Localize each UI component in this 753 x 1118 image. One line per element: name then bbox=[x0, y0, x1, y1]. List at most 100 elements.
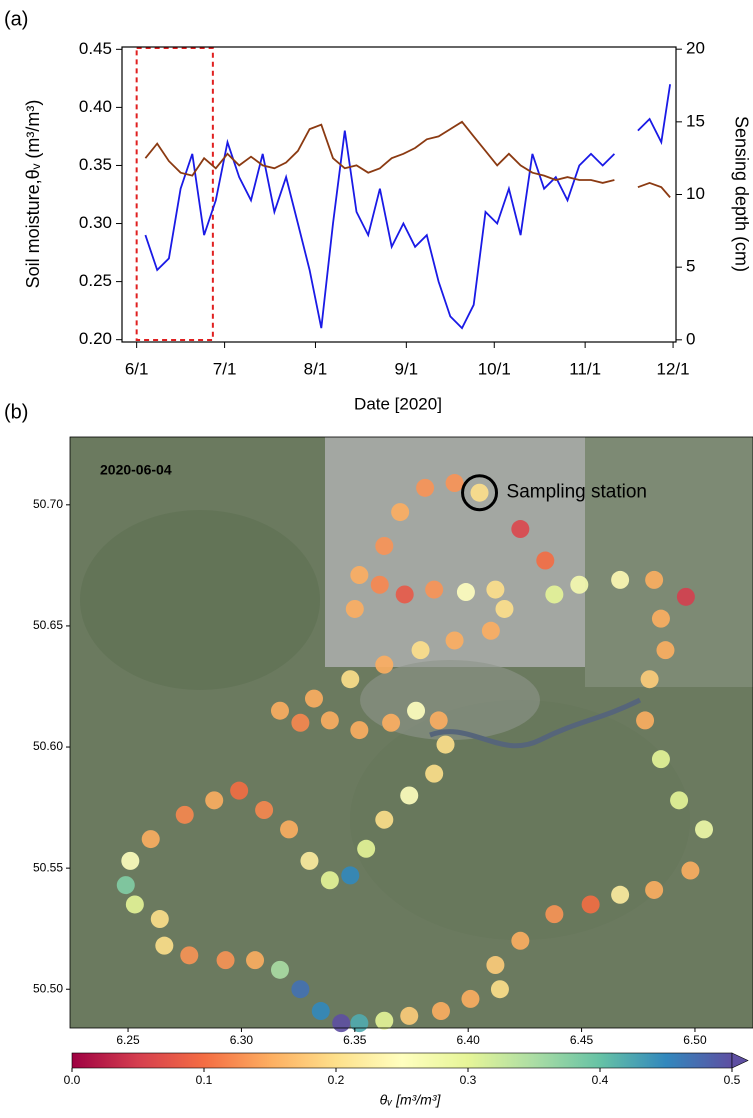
panel-label: (a) bbox=[4, 8, 28, 30]
x-axis-label: Date [2020] bbox=[354, 394, 442, 413]
colorbar-label: θᵥ [m³/m³] bbox=[380, 1092, 442, 1108]
track-point bbox=[396, 585, 414, 603]
track-point bbox=[117, 876, 135, 894]
track-point bbox=[375, 1012, 393, 1030]
track-point bbox=[271, 702, 289, 720]
track-point bbox=[545, 905, 563, 923]
x-tick-label: 6.40 bbox=[457, 1033, 481, 1047]
track-point bbox=[432, 1002, 450, 1020]
track-point bbox=[486, 956, 504, 974]
colorbar-tick-label: 0.5 bbox=[724, 1073, 741, 1087]
y2-tick-label: 10 bbox=[686, 184, 705, 203]
x-tick-label: 6.25 bbox=[116, 1033, 140, 1047]
track-point bbox=[645, 571, 663, 589]
y-tick-label: 0.45 bbox=[79, 39, 112, 58]
track-point bbox=[471, 484, 489, 502]
track-point bbox=[437, 736, 455, 754]
track-point bbox=[391, 503, 409, 521]
track-point bbox=[495, 600, 513, 618]
track-point bbox=[695, 820, 713, 838]
track-point bbox=[371, 576, 389, 594]
track-point bbox=[611, 571, 629, 589]
track-point bbox=[305, 690, 323, 708]
track-point bbox=[400, 786, 418, 804]
x-tick-label: 10/1 bbox=[478, 359, 511, 378]
y-tick-label: 50.55 bbox=[33, 860, 63, 874]
track-point bbox=[142, 830, 160, 848]
track-point bbox=[271, 961, 289, 979]
plot-frame bbox=[122, 47, 676, 342]
track-point bbox=[611, 886, 629, 904]
track-point bbox=[180, 946, 198, 964]
y-tick-label: 0.40 bbox=[79, 97, 112, 116]
track-point bbox=[291, 714, 309, 732]
colorbar-extend bbox=[732, 1053, 748, 1068]
y2-tick-label: 5 bbox=[686, 257, 695, 276]
track-point bbox=[312, 1002, 330, 1020]
y-tick-label: 50.50 bbox=[33, 981, 63, 995]
track-point bbox=[346, 600, 364, 618]
x-tick-label: 6.30 bbox=[230, 1033, 254, 1047]
y2-tick-label: 20 bbox=[686, 39, 705, 58]
track-point bbox=[536, 552, 554, 570]
x-tick-label: 11/1 bbox=[569, 359, 601, 378]
track-point bbox=[652, 750, 670, 768]
track-point bbox=[350, 566, 368, 584]
map-background bbox=[70, 437, 753, 1028]
track-point bbox=[382, 714, 400, 732]
station-label: Sampling station bbox=[507, 482, 647, 503]
y-tick-label: 0.25 bbox=[79, 271, 112, 290]
track-point bbox=[205, 791, 223, 809]
x-tick-label: 12/1 bbox=[657, 359, 690, 378]
track-point bbox=[582, 895, 600, 913]
track-point bbox=[425, 765, 443, 783]
track-point bbox=[375, 811, 393, 829]
y-tick-label: 50.65 bbox=[33, 618, 63, 632]
track-point bbox=[416, 479, 434, 497]
track-point bbox=[255, 801, 273, 819]
date-label: 2020-06-04 bbox=[100, 462, 172, 478]
track-point bbox=[545, 585, 563, 603]
track-point bbox=[375, 656, 393, 674]
track-point bbox=[645, 881, 663, 899]
y2-axis-label: Sensing depth (cm) bbox=[731, 116, 751, 272]
track-point bbox=[321, 711, 339, 729]
track-point bbox=[300, 852, 318, 870]
y-tick-label: 0.30 bbox=[79, 213, 112, 232]
track-point bbox=[407, 702, 425, 720]
track-point bbox=[511, 932, 529, 950]
track-point bbox=[321, 871, 339, 889]
y-tick-label: 0.20 bbox=[79, 329, 112, 348]
track-point bbox=[636, 711, 654, 729]
track-point bbox=[430, 711, 448, 729]
track-point bbox=[570, 576, 588, 594]
track-point bbox=[656, 641, 674, 659]
track-point bbox=[350, 1014, 368, 1032]
track-point bbox=[457, 583, 475, 601]
colorbar-tick-label: 0.3 bbox=[460, 1073, 477, 1087]
track-point bbox=[126, 895, 144, 913]
track-point bbox=[280, 820, 298, 838]
track-point bbox=[151, 910, 169, 928]
track-point bbox=[291, 980, 309, 998]
track-point bbox=[677, 588, 695, 606]
figure: (a) Date [2020] Soil moisture,θᵥ (m³/m³)… bbox=[0, 0, 753, 1113]
track-point bbox=[641, 670, 659, 688]
colorbar-tick-label: 0.2 bbox=[328, 1073, 345, 1087]
y-tick-label: 50.60 bbox=[33, 739, 63, 753]
track-point bbox=[482, 622, 500, 640]
x-tick-label: 8/1 bbox=[304, 359, 328, 378]
x-tick-label: 9/1 bbox=[395, 359, 419, 378]
colorbar bbox=[72, 1053, 732, 1068]
track-point bbox=[176, 806, 194, 824]
panel-b: (b) 2020-06-04 θᵥ [m³/m³] Sampling stati… bbox=[4, 401, 753, 1107]
panel-a: (a) Date [2020] Soil moisture,θᵥ (m³/m³)… bbox=[4, 8, 751, 413]
colorbar-tick-label: 0.4 bbox=[592, 1073, 609, 1087]
track-point bbox=[446, 631, 464, 649]
track-point bbox=[341, 670, 359, 688]
track-point bbox=[155, 937, 173, 955]
track-point bbox=[425, 581, 443, 599]
track-point bbox=[491, 980, 509, 998]
track-point bbox=[246, 951, 264, 969]
track-point bbox=[341, 866, 359, 884]
